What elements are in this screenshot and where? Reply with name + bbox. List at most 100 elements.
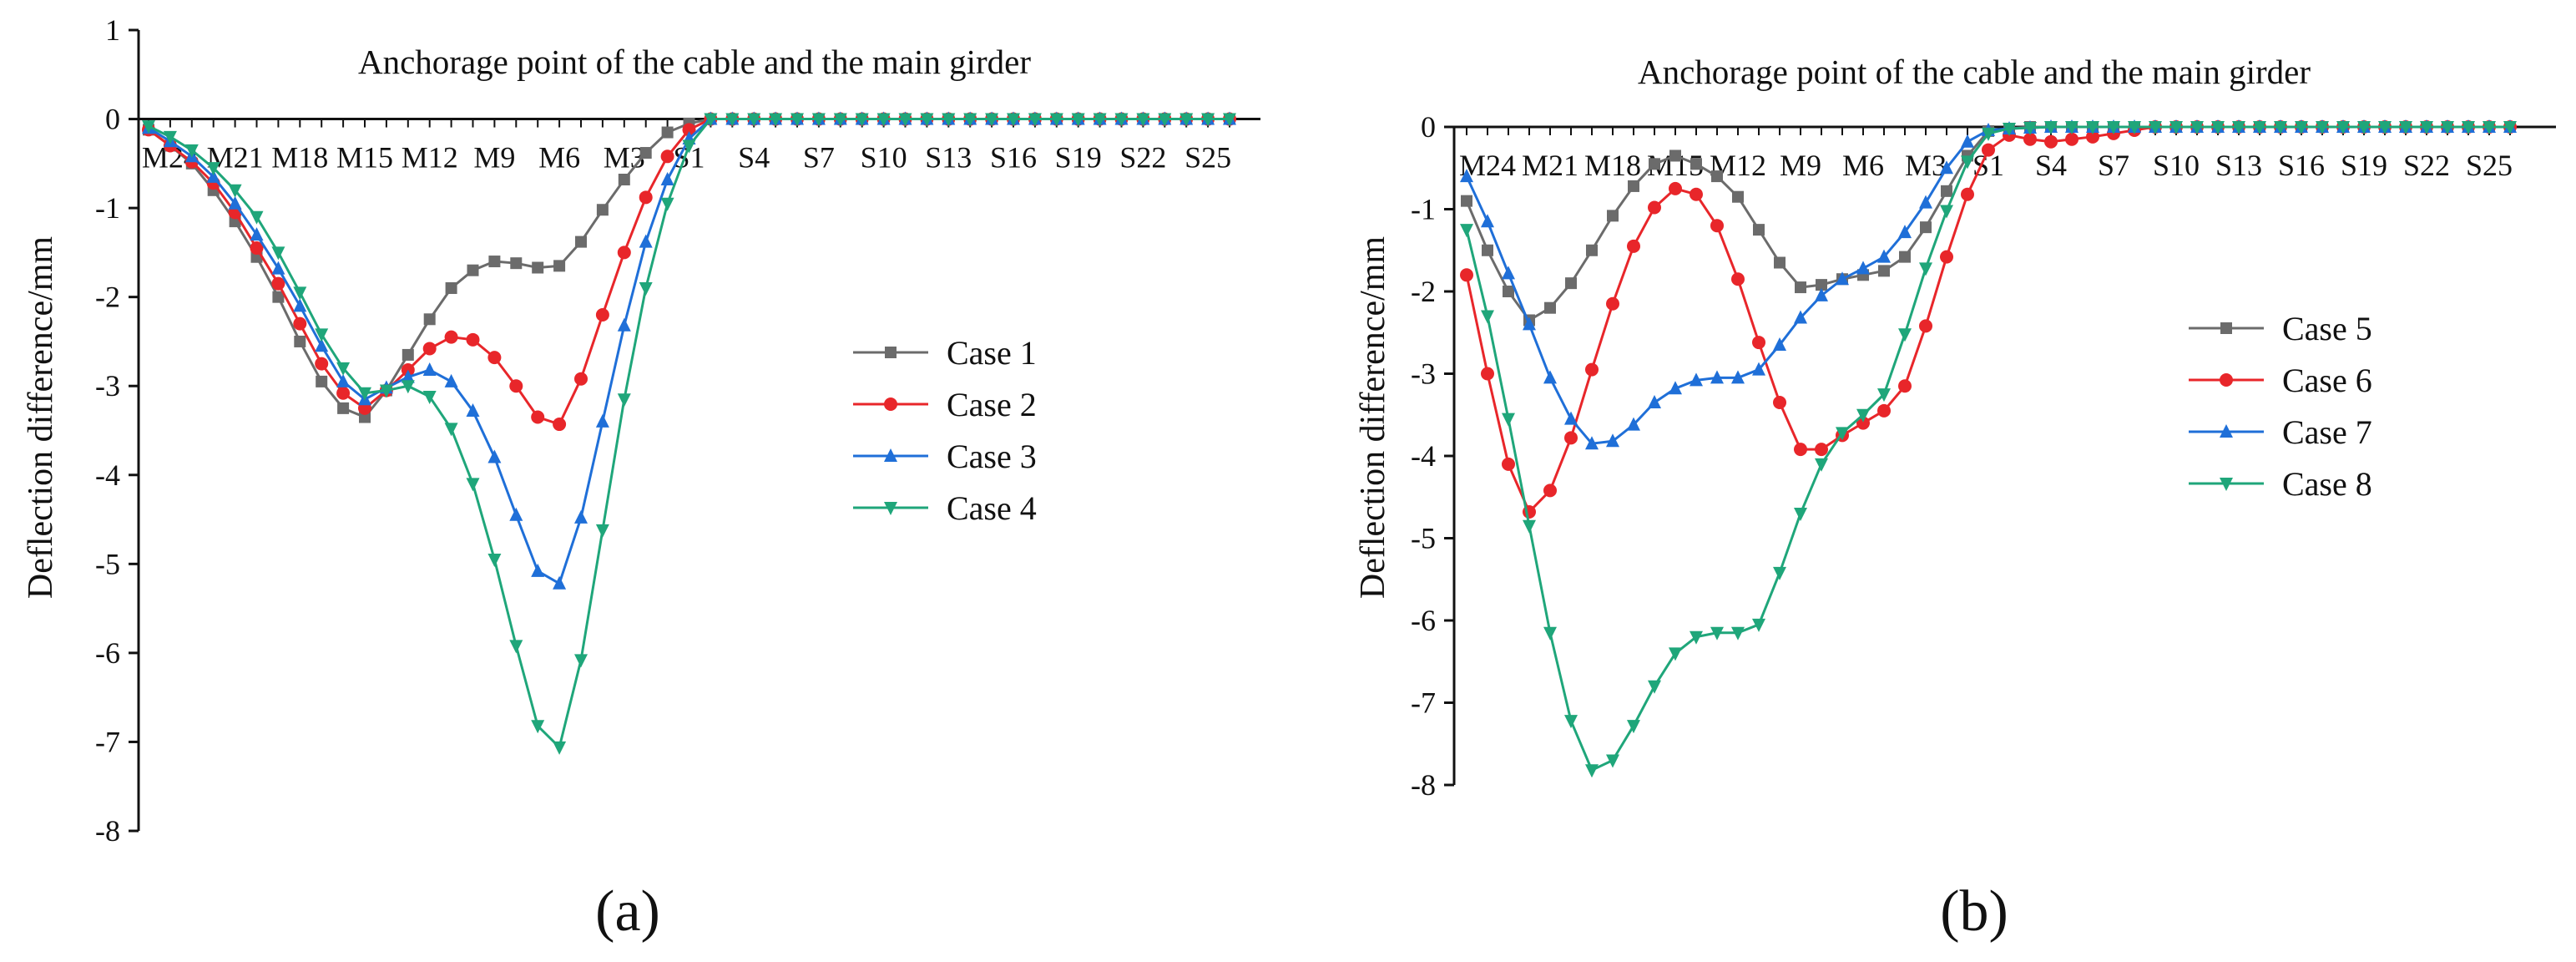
data-point [2274,121,2287,134]
data-point [1773,337,1786,352]
data-point [898,113,912,127]
data-point [2044,121,2058,134]
data-point [316,375,328,387]
data-point [2065,121,2078,134]
y-tick-label: -8 [1411,768,1436,802]
data-point [1898,328,1912,342]
data-point [1774,256,1786,269]
x-tick-label: S16 [990,141,1037,175]
data-point [1795,281,1806,294]
data-point [1961,155,1974,170]
data-point [617,317,631,332]
chart-title-b: Anchorage point of the cable and the mai… [1638,53,2311,91]
data-point [1731,626,1745,640]
x-tick-label: S22 [1119,141,1166,175]
data-point [401,380,415,394]
data-point [1460,268,1473,282]
data-point [293,298,307,312]
data-point [1627,720,1640,734]
data-point [250,227,264,241]
data-point [1940,160,1953,175]
data-point [271,246,285,261]
data-point [531,720,545,734]
data-point [444,373,458,387]
x-tick-label: M12 [402,141,458,175]
data-point [811,113,826,127]
data-point [553,418,567,432]
data-point [595,307,609,322]
data-point [769,113,783,127]
data-point [2316,121,2329,134]
data-point [1877,388,1891,403]
data-point [1836,271,1849,286]
data-point [1856,416,1870,430]
data-point [1815,287,1828,301]
data-point [1071,113,1085,127]
data-point [163,130,177,144]
data-point [271,276,285,291]
data-point [1648,200,1661,215]
data-point [2023,132,2037,146]
data-point [704,113,718,127]
legend-marker [2220,322,2232,334]
x-tick-label: M9 [473,141,515,175]
data-point [142,120,155,134]
x-tick-label: M21 [1522,149,1578,182]
x-tick-label: S25 [2466,149,2513,182]
chart-title-a: Anchorage point of the cable and the mai… [358,43,1031,81]
data-point [1158,113,1172,127]
data-point [1669,181,1682,195]
data-point [1627,239,1640,253]
data-point [1028,113,1042,127]
data-point [423,313,436,326]
legend-label: Case 4 [947,489,1037,527]
data-point [422,391,437,405]
x-tick-label: S7 [2098,149,2129,182]
data-point [1773,566,1786,580]
legend-label: Case 6 [2282,362,2372,399]
data-point [466,332,480,347]
data-point [379,384,393,398]
x-tick-label: S16 [2278,149,2325,182]
data-point [487,554,502,568]
data-point [1223,113,1236,127]
data-point [2169,121,2183,134]
data-point [595,524,609,538]
data-point [1982,143,1995,157]
data-point [2253,121,2266,134]
data-point [1732,190,1744,203]
data-point [1523,519,1536,534]
x-tick-label: M9 [1780,149,1821,182]
data-point [1815,443,1828,457]
data-point [1648,394,1661,408]
data-point [509,640,523,654]
legend-marker [885,347,897,358]
data-point [2232,121,2245,134]
data-point [1919,262,1932,276]
data-point [1502,457,1515,471]
data-point [1690,372,1703,387]
chart-panel-a: Anchorage point of the cable and the mai… [22,13,1260,944]
data-point [1606,433,1619,448]
legend-label: Case 2 [947,386,1037,423]
chart-panel-b: Anchorage point of the cable and the mai… [1354,53,2556,944]
data-point [682,139,696,154]
data-point [1919,195,1932,209]
x-tick-label: S10 [861,141,907,175]
data-point [1544,301,1556,314]
data-point [963,113,977,127]
data-point [2003,122,2016,136]
data-point [228,195,242,210]
data-point [1752,362,1765,376]
data-point [2086,121,2099,134]
data-point [444,330,458,344]
data-point [553,575,567,590]
data-point [660,172,674,186]
data-point [1461,195,1472,207]
data-point [1690,158,1702,170]
data-point [1731,272,1745,286]
y-tick-label: -7 [1411,686,1436,720]
x-tick-label: S7 [803,141,835,175]
data-point [660,149,674,164]
